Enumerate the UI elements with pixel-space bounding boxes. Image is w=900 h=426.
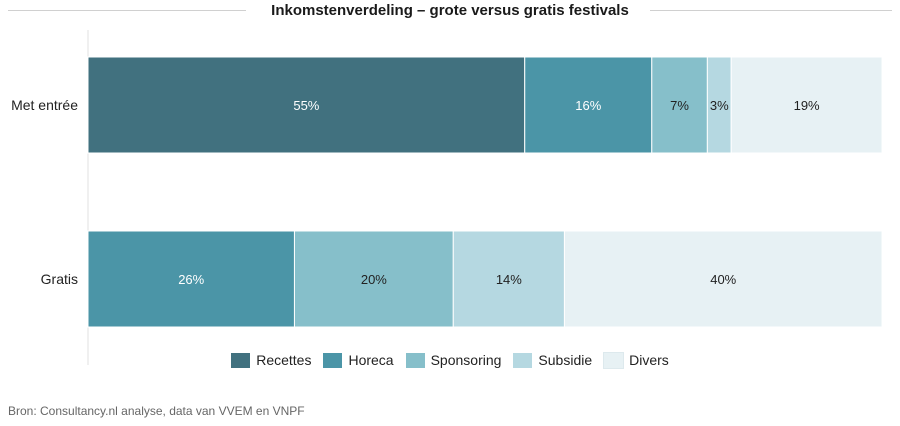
- legend-swatch: [513, 352, 533, 368]
- data-label: 26%: [178, 272, 204, 287]
- data-label: 3%: [710, 98, 729, 113]
- legend-item: Subsidie: [513, 352, 592, 368]
- chart-title-text: Inkomstenverdeling – grote versus gratis…: [253, 2, 647, 19]
- bar-segment: [730, 56, 883, 154]
- title-rule-left: [8, 10, 246, 11]
- legend-swatch: [405, 352, 425, 368]
- legend-item: Recettes: [231, 352, 311, 368]
- bar-segment: [524, 56, 653, 154]
- legend-swatch: [323, 352, 343, 368]
- data-label: 14%: [496, 272, 522, 287]
- bar-segment: [563, 230, 883, 328]
- legend-label: Subsidie: [538, 352, 593, 368]
- legend-label: Sponsoring: [430, 352, 502, 368]
- legend-item: Sponsoring: [405, 352, 502, 368]
- data-label: 7%: [670, 98, 689, 113]
- legend-swatch: [231, 352, 251, 368]
- chart-title: Inkomstenverdeling – grote versus gratis…: [0, 0, 900, 22]
- title-rule-right: [650, 10, 892, 11]
- legend-swatch: [603, 351, 625, 369]
- legend-item: Divers: [603, 351, 669, 369]
- legend-label: Recettes: [256, 352, 312, 368]
- bar-segment: [651, 56, 708, 154]
- source-note: Bron: Consultancy.nl analyse, data van V…: [8, 404, 305, 418]
- bar-segment: [452, 230, 565, 328]
- data-label: 55%: [293, 98, 319, 113]
- bar-segment: [293, 230, 454, 328]
- legend-label: Horeca: [348, 352, 394, 368]
- legend-item: Horeca: [323, 352, 394, 368]
- data-label: 20%: [361, 272, 387, 287]
- data-label: 16%: [575, 98, 601, 113]
- legend: Recettes Horeca Sponsoring Subsidie Divers: [0, 351, 900, 369]
- data-label: 19%: [794, 98, 820, 113]
- category-label: Met entrée: [11, 97, 78, 113]
- data-label: 40%: [710, 272, 736, 287]
- category-label: Gratis: [41, 271, 78, 287]
- legend-label: Divers: [629, 352, 669, 368]
- bar-segment: [87, 230, 295, 328]
